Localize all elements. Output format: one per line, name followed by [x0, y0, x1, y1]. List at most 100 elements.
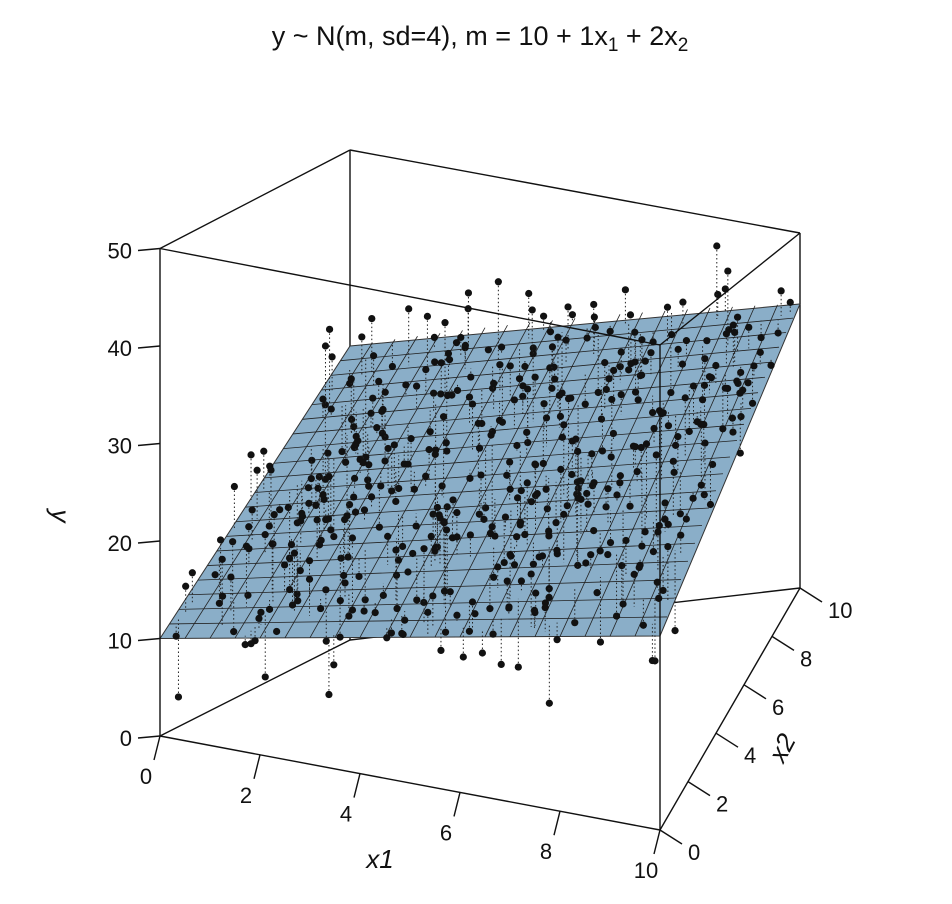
data-point	[420, 598, 428, 607]
data-point	[604, 485, 612, 493]
data-point	[639, 621, 647, 629]
data-point	[294, 597, 302, 605]
data-point	[352, 432, 360, 441]
data-point	[533, 490, 541, 498]
data-point	[347, 375, 355, 383]
data-point	[375, 523, 383, 531]
data-point	[593, 589, 601, 597]
data-point	[528, 306, 536, 314]
data-point	[506, 485, 514, 493]
data-point	[298, 509, 306, 517]
box-edge	[349, 149, 801, 234]
data-point	[701, 439, 709, 447]
x1-tick-label: 10	[634, 858, 658, 883]
data-point	[343, 512, 351, 520]
data-point	[529, 344, 537, 352]
data-point	[563, 502, 571, 510]
data-point	[484, 346, 492, 354]
data-point	[631, 328, 639, 336]
data-point	[340, 571, 348, 580]
data-point	[571, 619, 579, 627]
data-point	[392, 571, 401, 579]
data-point	[465, 627, 474, 635]
data-point	[370, 352, 378, 360]
data-point	[525, 289, 533, 298]
plane-grid-line	[584, 306, 733, 637]
data-point	[609, 429, 618, 438]
plane-grid-line	[235, 490, 717, 523]
data-point	[444, 349, 453, 358]
data-point	[560, 421, 568, 429]
data-point	[459, 653, 467, 661]
data-point	[407, 435, 415, 443]
data-point	[265, 605, 274, 613]
data-point	[429, 510, 437, 518]
data-point	[261, 673, 269, 681]
data-point	[358, 333, 366, 341]
data-point	[661, 499, 669, 507]
data-point	[390, 441, 398, 449]
data-point	[596, 638, 605, 646]
data-point	[698, 396, 707, 404]
data-point	[568, 470, 576, 479]
box-edge	[159, 639, 351, 737]
data-point	[774, 329, 782, 337]
data-point	[733, 377, 741, 385]
data-point	[442, 526, 451, 534]
data-point	[355, 572, 363, 581]
data-point	[290, 549, 299, 557]
data-point	[475, 444, 484, 452]
plane-grid-line	[484, 312, 643, 637]
data-point	[362, 453, 370, 461]
data-point	[496, 361, 504, 369]
data-point	[350, 423, 358, 431]
data-point	[527, 498, 536, 506]
data-point	[590, 300, 598, 309]
data-point	[255, 614, 263, 623]
data-point	[584, 500, 592, 508]
data-point	[682, 337, 691, 345]
data-point	[211, 571, 219, 579]
data-point	[293, 519, 301, 527]
data-point	[398, 542, 407, 551]
data-point	[453, 533, 461, 541]
data-point	[412, 522, 420, 530]
x2-tick	[743, 684, 767, 700]
data-point	[602, 503, 610, 511]
data-point	[361, 596, 369, 604]
data-point	[384, 444, 392, 453]
data-point	[317, 604, 325, 613]
data-point	[276, 506, 284, 514]
data-point	[697, 420, 705, 428]
data-point	[659, 586, 667, 595]
data-point	[501, 513, 510, 521]
data-point	[478, 419, 486, 428]
data-point	[409, 549, 417, 558]
data-point	[375, 377, 383, 386]
data-point	[265, 522, 273, 530]
x1-tick	[653, 829, 661, 855]
data-point	[478, 649, 487, 657]
data-point	[689, 494, 697, 502]
data-point	[364, 476, 372, 484]
data-point	[182, 582, 190, 590]
data-point	[388, 487, 396, 495]
data-point	[554, 333, 562, 341]
data-point	[513, 494, 522, 502]
y-tick-label: 30	[108, 434, 132, 459]
data-point	[616, 479, 624, 487]
data-point	[635, 563, 643, 572]
data-point	[667, 388, 675, 397]
data-point	[597, 415, 606, 423]
data-point	[670, 468, 678, 476]
data-point	[494, 278, 502, 286]
data-point	[786, 298, 794, 306]
plane-grid-line	[609, 305, 756, 637]
data-point	[188, 569, 196, 577]
data-point	[531, 608, 539, 617]
data-point	[426, 428, 434, 436]
data-point	[395, 484, 403, 493]
data-point	[468, 400, 477, 408]
data-point	[440, 587, 449, 595]
x2-tick	[659, 829, 683, 845]
